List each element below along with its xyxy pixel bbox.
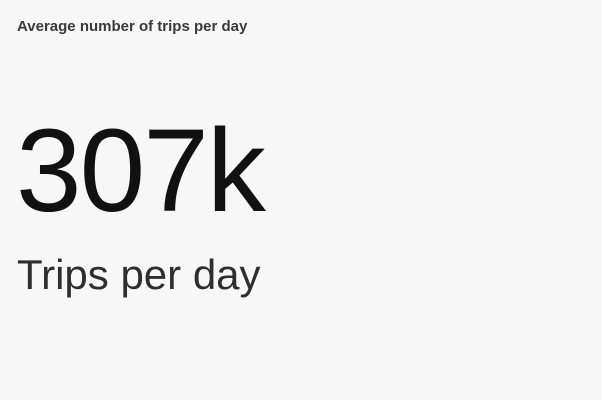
metric-label: Trips per day bbox=[17, 251, 261, 298]
metric-value: 307k bbox=[16, 105, 266, 237]
card-title: Average number of trips per day bbox=[17, 18, 248, 35]
